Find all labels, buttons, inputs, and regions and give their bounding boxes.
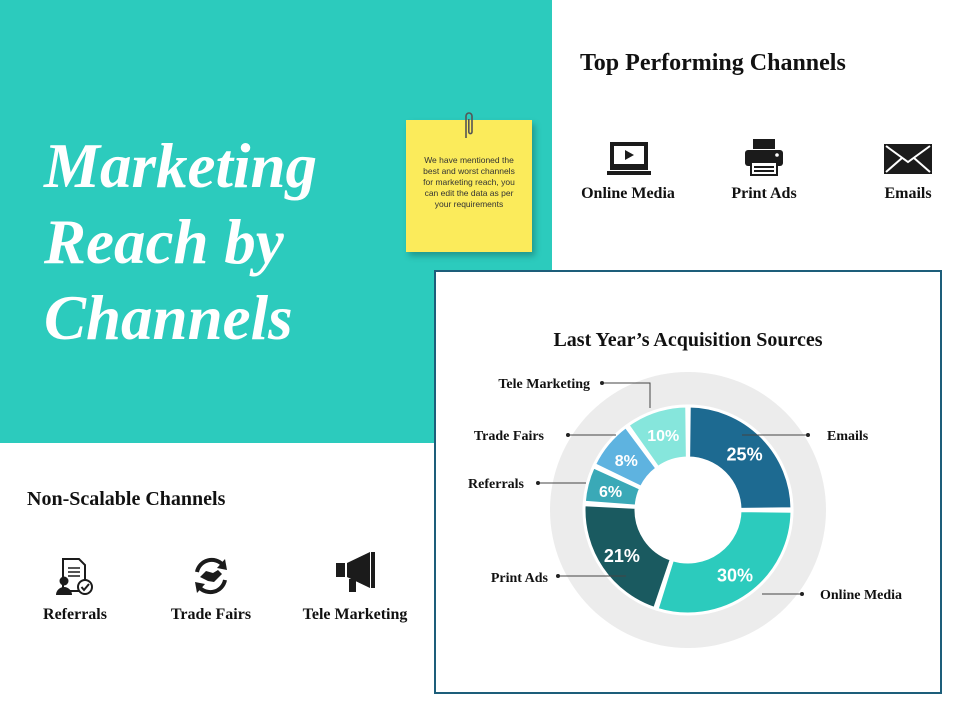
callout-dot	[800, 592, 804, 596]
sticky-note[interactable]	[406, 120, 532, 252]
non-scalable-title: Non-Scalable Channels	[27, 488, 226, 510]
channel-label-trade-fairs: Trade Fairs	[170, 606, 252, 623]
page-title-line: Reach by	[44, 207, 284, 277]
callout-dot	[536, 481, 540, 485]
page-title-line: Marketing	[44, 131, 318, 201]
category-label-print-ads: Print Ads	[491, 571, 549, 586]
channel-label-print-ads: Print Ads	[731, 185, 797, 202]
callout-dot	[600, 381, 604, 385]
page-title: Marketing Reach by Channels	[44, 128, 424, 356]
laptop-icon	[607, 142, 651, 175]
slice-value-label: 30%	[717, 566, 753, 586]
acquisition-chart-panel: Last Year’s Acquisition Sources 25% 30% 21…	[434, 270, 942, 694]
category-label-online-media: Online Media	[820, 588, 902, 603]
donut-slice-referrals	[582, 464, 643, 508]
callout-line	[602, 382, 651, 408]
envelope-icon	[884, 144, 932, 174]
donut-hole	[634, 456, 742, 564]
category-label-trade-fairs: Trade Fairs	[474, 429, 545, 444]
channel-label-emails: Emails	[884, 185, 932, 202]
donut-slice-tele-marketing	[625, 404, 689, 470]
callout-dot	[806, 433, 810, 437]
donut-slice-emails	[687, 404, 794, 511]
channel-label-tele-marketing: Tele Marketing	[302, 606, 408, 623]
category-label-referrals: Referrals	[468, 477, 525, 492]
slice-value-label: 8%	[615, 453, 638, 470]
handshake-icon	[195, 557, 227, 595]
slice-value-label: 10%	[647, 428, 679, 445]
sticky-note-text: We have mentioned the best and worst cha…	[423, 155, 515, 209]
callout-dot	[566, 433, 570, 437]
channel-label-online-media: Online Media	[581, 185, 675, 202]
callout-dot	[556, 574, 560, 578]
category-label-emails: Emails	[827, 429, 869, 444]
chart-title: Last Year’s Acquisition Sources	[553, 329, 822, 351]
slice-value-label: 6%	[599, 484, 622, 501]
donut-slice-online-media	[655, 509, 794, 616]
donut-slice-print-ads	[582, 503, 674, 611]
paperclip-icon	[465, 112, 473, 138]
donut-slice-trade-fairs	[592, 424, 660, 490]
channel-label-referrals: Referrals	[43, 606, 107, 623]
printer-icon	[745, 139, 783, 176]
top-channels-title: Top Performing Channels	[580, 50, 846, 76]
slice-value-label: 21%	[604, 546, 640, 566]
slice-value-label: 25%	[727, 444, 763, 464]
category-label-tele-marketing: Tele Marketing	[498, 377, 590, 392]
referral-document-icon	[56, 558, 93, 595]
acquisition-donut-chart: Last Year’s Acquisition Sources 25% 30% 21…	[468, 329, 902, 648]
page-title-line: Channels	[44, 283, 293, 353]
megaphone-icon	[336, 552, 375, 592]
